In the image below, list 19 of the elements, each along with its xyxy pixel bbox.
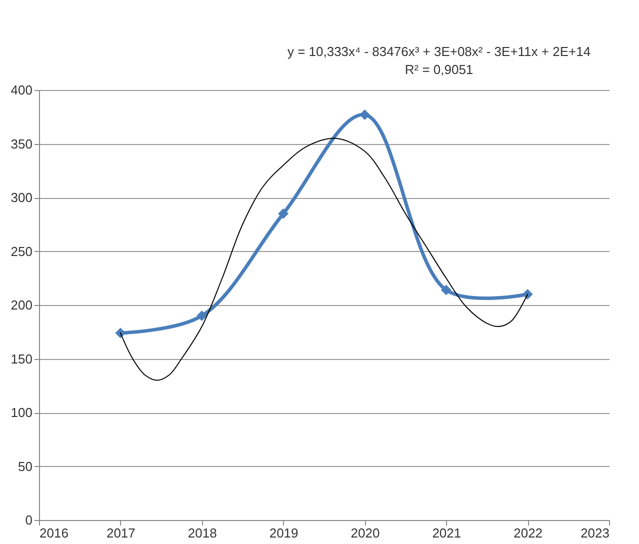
y-tick-label: 200 xyxy=(10,298,32,312)
x-tick-label: 2019 xyxy=(269,526,298,540)
y-tick-label: 150 xyxy=(10,351,32,366)
y-tick-label: 100 xyxy=(10,405,32,420)
y-tick-label: 0 xyxy=(25,512,32,528)
x-tick-label: 2023 xyxy=(580,526,610,540)
x-tick-label: 2020 xyxy=(350,526,380,540)
y-tick-label: 300 xyxy=(10,190,32,205)
text: y = 10,333x⁴ - 83476x³ + 3E+08x² - 3E+11x + 2E+14 xyxy=(287,44,591,59)
x-tick-label: 2017 xyxy=(106,526,136,540)
x-tick-label: 2018 xyxy=(188,526,217,540)
x-tick-label: 2016 xyxy=(40,526,68,540)
x-tick-label: 2022 xyxy=(514,526,543,540)
y-tick-label: 350 xyxy=(10,136,32,152)
y-tick-label: 50 xyxy=(18,458,32,474)
text: R² = 0,9051 xyxy=(404,62,474,77)
y-tick-label: 250 xyxy=(10,244,32,259)
y-tick-label: 400 xyxy=(10,82,32,98)
x-tick-label: 2021 xyxy=(432,526,462,540)
